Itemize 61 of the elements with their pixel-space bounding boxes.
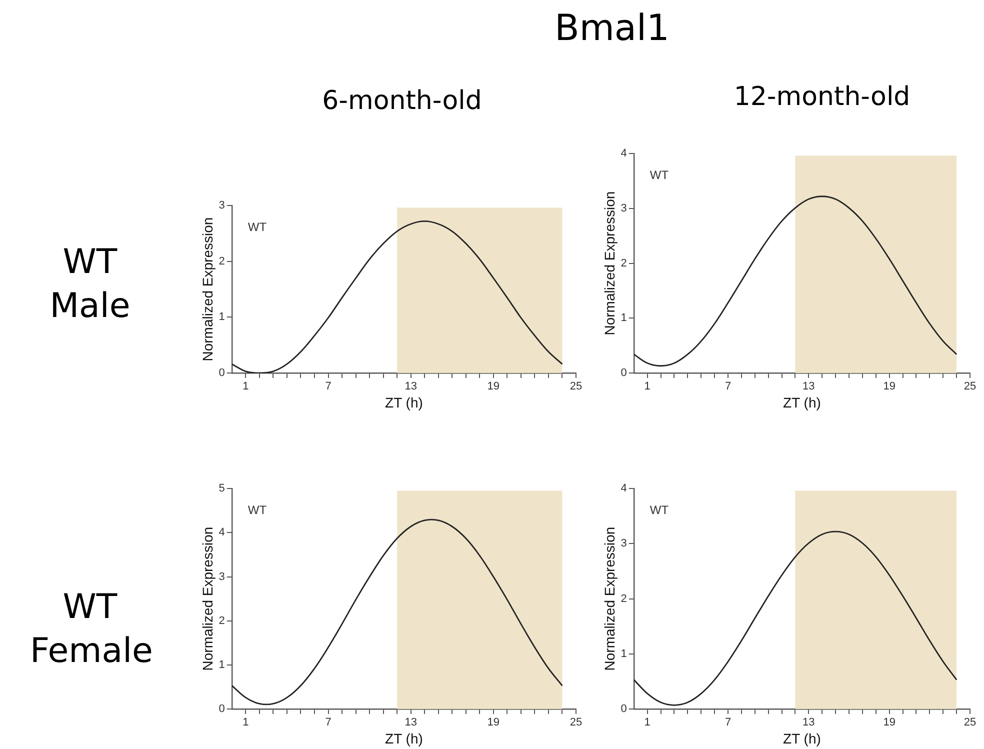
x-tick-label: 7 (325, 380, 332, 393)
y-tick-label: 4 (620, 148, 627, 160)
text: WT Male (48, 241, 132, 328)
y-tick-label: 1 (218, 311, 225, 324)
y-tick-label: 0 (620, 367, 627, 380)
x-axis-title: ZT (h) (783, 730, 821, 746)
annotation: WT (650, 168, 670, 182)
y-tick-label: 2 (218, 255, 225, 268)
line-series (232, 220, 563, 373)
y-tick-label: 4 (620, 482, 627, 495)
y-tick-label: 3 (218, 570, 225, 583)
x-tick-label: 13 (802, 716, 815, 729)
text: WT Female (30, 586, 153, 673)
y-tick-label: 1 (620, 648, 627, 660)
y-tick-label: 0 (620, 703, 627, 716)
y-axis-title: Normalized Expression (199, 526, 216, 671)
y-tick-label: 1 (620, 312, 627, 324)
y-tick-label: 4 (218, 526, 225, 539)
x-tick-label: 1 (644, 716, 650, 729)
x-tick-label: 1 (242, 716, 249, 729)
y-tick-label: 3 (620, 538, 627, 550)
x-tick-label: 7 (724, 380, 732, 393)
x-tick-label: 19 (883, 716, 896, 729)
x-tick-label: 7 (325, 716, 332, 729)
y-axis-title: Normalized Expression (199, 217, 216, 362)
line-series (232, 518, 563, 706)
x-tick-label: 13 (404, 716, 417, 729)
annotation: WT (650, 502, 670, 517)
chart-subtitle: 6-month-old (322, 86, 482, 116)
chart-title: Bmal1 (554, 8, 670, 49)
y-tick-label: 3 (620, 202, 627, 214)
y-tick-label: 2 (218, 614, 225, 627)
x-tick-label: 25 (570, 716, 582, 729)
x-axis-title: ZT (h) (783, 394, 821, 410)
y-tick-label: 1 (218, 658, 225, 671)
x-tick-label: 7 (724, 716, 732, 729)
y-axis-title: Normalized Expression (601, 526, 618, 671)
x-tick-label: 1 (644, 380, 650, 393)
y-tick-label: 5 (218, 482, 225, 495)
x-tick-label: 25 (570, 380, 582, 393)
x-tick-label: 1 (242, 380, 249, 393)
y-axis-title: Normalized Expression (601, 191, 618, 336)
y-tick-label: 0 (218, 367, 225, 380)
line-series (634, 530, 958, 706)
x-tick-label: 19 (487, 380, 500, 393)
line-series (634, 196, 958, 367)
x-axis-title: ZT (h) (385, 730, 423, 746)
y-tick-label: 2 (620, 592, 627, 605)
y-tick-label: 3 (218, 200, 225, 212)
x-tick-label: 25 (964, 716, 976, 729)
x-tick-label: 13 (404, 380, 417, 393)
annotation: WT (248, 220, 268, 234)
y-tick-label: 0 (218, 703, 225, 716)
x-axis-title: ZT (h) (385, 394, 423, 410)
x-tick-label: 13 (802, 380, 815, 393)
x-tick-label: 25 (964, 380, 976, 393)
chart-subtitle: 12-month-old (734, 82, 910, 112)
y-tick-label: 2 (620, 257, 627, 270)
annotation: WT (248, 502, 268, 517)
x-tick-label: 19 (487, 716, 500, 729)
x-tick-label: 19 (883, 380, 896, 393)
